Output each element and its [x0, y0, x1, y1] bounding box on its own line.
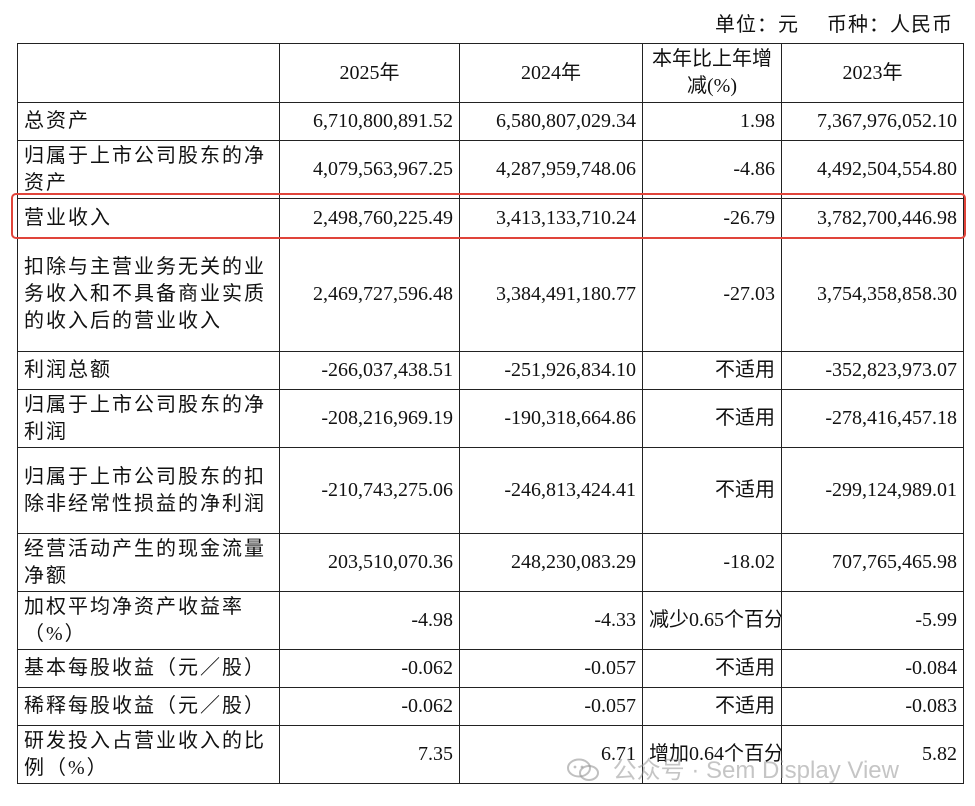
table-row: 加权平均净资产收益率（%） -4.98 -4.33 减少0.65个百分点 -5.…	[17, 591, 964, 650]
value-2023: 3,782,700,446.98	[781, 198, 964, 238]
row-label: 扣除与主营业务无关的业务收入和不具备商业实质的收入后的营业收入	[17, 237, 280, 352]
value-2025: -208,216,969.19	[279, 389, 460, 448]
unit-label: 单位：元	[715, 14, 799, 36]
value-2025: -210,743,275.06	[279, 447, 460, 534]
table-row: 归属于上市公司股东的净资产 4,079,563,967.25 4,287,959…	[17, 140, 964, 199]
value-2024: -246,813,424.41	[459, 447, 643, 534]
value-2025: -0.062	[279, 687, 460, 726]
value-2023: -5.99	[781, 591, 964, 650]
value-2025: -0.062	[279, 649, 460, 688]
value-change: -4.86	[642, 140, 782, 199]
value-2025: 4,079,563,967.25	[279, 140, 460, 199]
value-2024: -251,926,834.10	[459, 351, 643, 390]
value-change: 不适用	[642, 351, 782, 390]
value-change: -18.02	[642, 533, 782, 592]
value-2024: 6.71	[459, 725, 643, 784]
value-2025: -4.98	[279, 591, 460, 650]
value-2024: 3,413,133,710.24	[459, 198, 643, 238]
financial-data-table: 2025年 2024年 本年比上年增减(%) 2023年 总资产 6,710,8…	[17, 43, 964, 784]
value-change: 增加0.64个百分点	[642, 725, 782, 784]
unit-currency-line: 单位：元 币种：人民币	[693, 8, 953, 37]
value-2025: 2,498,760,225.49	[279, 198, 460, 238]
row-label: 加权平均净资产收益率（%）	[17, 591, 280, 650]
table-row: 利润总额 -266,037,438.51 -251,926,834.10 不适用…	[17, 351, 964, 390]
value-change: -27.03	[642, 237, 782, 352]
table-row: 研发投入占营业收入的比例（%） 7.35 6.71 增加0.64个百分点 5.8…	[17, 725, 964, 784]
table-row-highlighted: 营业收入 2,498,760,225.49 3,413,133,710.24 -…	[17, 198, 964, 238]
table-row: 归属于上市公司股东的净利润 -208,216,969.19 -190,318,6…	[17, 389, 964, 448]
header-year-2024: 2024年	[459, 43, 643, 103]
value-change: 不适用	[642, 447, 782, 534]
value-2023: -0.084	[781, 649, 964, 688]
row-label: 归属于上市公司股东的净利润	[17, 389, 280, 448]
value-2024: 3,384,491,180.77	[459, 237, 643, 352]
table-row: 归属于上市公司股东的扣除非经常性损益的净利润 -210,743,275.06 -…	[17, 447, 964, 534]
value-2023: 707,765,465.98	[781, 533, 964, 592]
row-label: 利润总额	[17, 351, 280, 390]
value-2024: 248,230,083.29	[459, 533, 643, 592]
value-change: -26.79	[642, 198, 782, 238]
value-2023: -352,823,973.07	[781, 351, 964, 390]
value-change: 减少0.65个百分点	[642, 591, 782, 650]
table-row: 基本每股收益（元／股） -0.062 -0.057 不适用 -0.084	[17, 649, 964, 688]
row-label: 归属于上市公司股东的扣除非经常性损益的净利润	[17, 447, 280, 534]
row-label: 基本每股收益（元／股）	[17, 649, 280, 688]
value-2023: -278,416,457.18	[781, 389, 964, 448]
value-2023: 3,754,358,858.30	[781, 237, 964, 352]
row-label: 经营活动产生的现金流量净额	[17, 533, 280, 592]
value-2024: -4.33	[459, 591, 643, 650]
table-row: 扣除与主营业务无关的业务收入和不具备商业实质的收入后的营业收入 2,469,72…	[17, 237, 964, 352]
currency-label: 币种：人民币	[827, 14, 953, 36]
value-2024: -190,318,664.86	[459, 389, 643, 448]
value-2024: 6,580,807,029.34	[459, 102, 643, 141]
header-year-2023: 2023年	[781, 43, 964, 103]
table-row: 经营活动产生的现金流量净额 203,510,070.36 248,230,083…	[17, 533, 964, 592]
value-2023: 7,367,976,052.10	[781, 102, 964, 141]
value-2024: -0.057	[459, 649, 643, 688]
value-2025: 203,510,070.36	[279, 533, 460, 592]
header-item-label	[17, 43, 280, 103]
value-change: 不适用	[642, 649, 782, 688]
value-2025: -266,037,438.51	[279, 351, 460, 390]
header-year-2025: 2025年	[279, 43, 460, 103]
table-row: 稀释每股收益（元／股） -0.062 -0.057 不适用 -0.083	[17, 687, 964, 726]
table-row: 总资产 6,710,800,891.52 6,580,807,029.34 1.…	[17, 102, 964, 141]
row-label: 总资产	[17, 102, 280, 141]
value-change: 1.98	[642, 102, 782, 141]
value-2024: 4,287,959,748.06	[459, 140, 643, 199]
header-yoy-change: 本年比上年增减(%)	[642, 43, 782, 103]
value-2023: -0.083	[781, 687, 964, 726]
row-label: 营业收入	[17, 198, 280, 238]
value-2024: -0.057	[459, 687, 643, 726]
row-label: 研发投入占营业收入的比例（%）	[17, 725, 280, 784]
value-2023: -299,124,989.01	[781, 447, 964, 534]
row-label: 稀释每股收益（元／股）	[17, 687, 280, 726]
value-2023: 5.82	[781, 725, 964, 784]
value-2025: 6,710,800,891.52	[279, 102, 460, 141]
value-2025: 2,469,727,596.48	[279, 237, 460, 352]
value-2023: 4,492,504,554.80	[781, 140, 964, 199]
value-2025: 7.35	[279, 725, 460, 784]
row-label: 归属于上市公司股东的净资产	[17, 140, 280, 199]
table-header-row: 2025年 2024年 本年比上年增减(%) 2023年	[17, 43, 964, 103]
value-change: 不适用	[642, 389, 782, 448]
value-change: 不适用	[642, 687, 782, 726]
